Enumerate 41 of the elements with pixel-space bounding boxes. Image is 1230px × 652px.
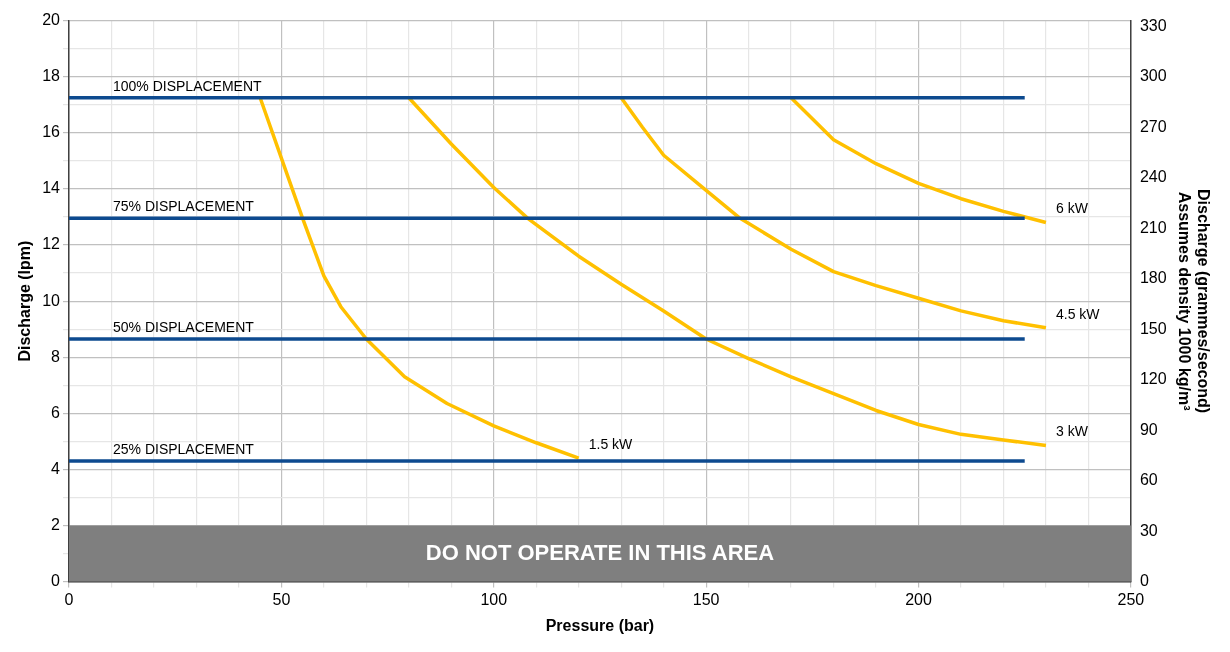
series-label: 25% DISPLACEMENT [113, 440, 255, 457]
y-tick-label: 4 [51, 459, 61, 477]
x-tick-label: 0 [64, 590, 74, 608]
y2-tick-label: 270 [1139, 117, 1167, 135]
x-tick-label: 250 [1117, 590, 1145, 608]
y-tick-label: 8 [51, 347, 61, 365]
y2-tick-label: 300 [1139, 67, 1167, 85]
series-label: 1.5 kW [588, 436, 634, 453]
y-tick-label: 16 [42, 123, 61, 141]
y-tick-label: 20 [42, 11, 61, 29]
y-tick-label: 14 [42, 179, 61, 197]
y2-tick-label: 30 [1139, 521, 1158, 539]
y2-axis-title: Discharge (grammes/second) Assumes density 1000 kg/m³ [1175, 189, 1212, 414]
y2-tick-label: 330 [1139, 16, 1167, 34]
series-label: 100% DISPLACEMENT [113, 77, 263, 94]
y2-tick-label: 180 [1139, 269, 1167, 287]
y2-tick-label: 0 [1139, 572, 1149, 590]
x-tick-label: 100 [480, 590, 508, 608]
y2-tick-label: 120 [1139, 370, 1167, 388]
x-tick-label: 150 [692, 590, 720, 608]
y-tick-label: 2 [51, 515, 61, 533]
x-axis-title: Pressure (bar) [545, 616, 655, 634]
y2-tick-label: 60 [1139, 471, 1158, 489]
x-tick-label: 50 [272, 590, 291, 608]
y2-tick-label: 210 [1139, 218, 1167, 236]
y2-tick-label: 150 [1139, 319, 1167, 337]
series-label: 50% DISPLACEMENT [113, 318, 255, 335]
y-tick-label: 10 [42, 291, 61, 309]
series-label: 4.5 kW [1055, 305, 1101, 322]
x-tick-label: 200 [905, 590, 932, 608]
series-label: 3 kW [1055, 423, 1089, 440]
y-tick-label: 18 [42, 67, 61, 85]
band-label: DO NOT OPERATE IN THIS AREA [425, 539, 775, 565]
series-label: 75% DISPLACEMENT [113, 198, 255, 215]
y-tick-label: 6 [51, 403, 61, 421]
y-tick-label: 12 [42, 235, 61, 253]
y-tick-label: 0 [51, 572, 61, 590]
y-axis-title: Discharge (lpm) [16, 240, 34, 362]
y2-tick-label: 240 [1139, 168, 1167, 186]
y2-tick-label: 90 [1139, 420, 1158, 438]
series-label: 6 kW [1055, 200, 1089, 217]
